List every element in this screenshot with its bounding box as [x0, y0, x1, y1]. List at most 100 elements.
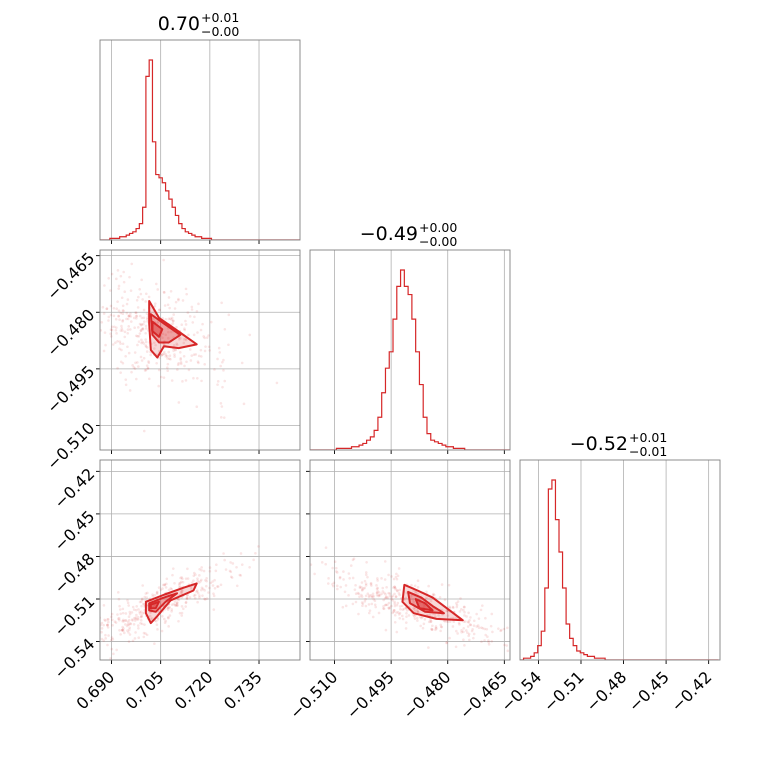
scatter-point [184, 319, 187, 323]
scatter-point [506, 649, 510, 653]
scatter-point [157, 384, 160, 388]
scatter-point [239, 552, 243, 555]
hist-panel-0 [99, 39, 301, 244]
scatter-point [372, 595, 376, 598]
scatter-point [170, 316, 174, 320]
scatter-point [416, 610, 420, 614]
scatter-point [110, 325, 114, 329]
scatter-point [144, 300, 148, 303]
y-tick-label-p2-0: −0.54 [50, 634, 98, 682]
scatter-point [130, 611, 134, 614]
scatter-point [95, 308, 98, 311]
scatter-point [186, 567, 189, 571]
scatter-point [351, 602, 355, 606]
scatter-point [395, 603, 399, 607]
scatter-point [217, 346, 221, 350]
scatter-point [185, 360, 188, 364]
scatter-point [197, 354, 201, 358]
scatter-point [46, 380, 49, 383]
scatter-point [275, 381, 279, 385]
scatter-point [176, 363, 180, 367]
scatter-point [371, 615, 375, 619]
scatter-point [157, 356, 161, 360]
title-minus-1: −0.00 [419, 234, 457, 249]
scatter-point [136, 624, 140, 627]
scatter-point [127, 325, 131, 328]
scatter-point [114, 341, 117, 344]
scatter-point [114, 621, 118, 624]
scatter-panel-1-0 [46, 249, 301, 454]
scatter-point [429, 618, 432, 622]
scatter-point [152, 604, 156, 608]
scatter-point [184, 600, 188, 604]
scatter-point [223, 327, 227, 331]
scatter-point [172, 602, 176, 606]
scatter-point [429, 620, 433, 623]
scatter-point [126, 331, 130, 335]
scatter-point [106, 618, 109, 621]
scatter-point [128, 612, 132, 616]
scatter-point [91, 293, 94, 296]
scatter-point [126, 345, 129, 349]
scatter-point [224, 568, 228, 571]
scatter-point [377, 594, 380, 598]
scatter-point [154, 343, 157, 347]
scatter-point [71, 638, 74, 641]
scatter-point [499, 629, 502, 633]
scatter-point [320, 561, 324, 564]
scatter-point [123, 335, 127, 339]
scatter-point [487, 643, 491, 646]
scatter-point [154, 619, 158, 623]
scatter-point [174, 300, 178, 304]
scatter-point [91, 657, 94, 660]
scatter-point [167, 336, 170, 340]
scatter-point [137, 365, 140, 368]
scatter-point [196, 331, 199, 334]
scatter-point [452, 616, 455, 620]
scatter-point [375, 591, 379, 595]
scatter-point [94, 617, 97, 620]
scatter-point [190, 354, 194, 357]
scatter-point [506, 626, 509, 630]
scatter-point [144, 368, 148, 372]
scatter-point [459, 608, 463, 611]
scatter-point [58, 655, 61, 658]
scatter-point [221, 385, 224, 389]
scatter-frame-1 [99, 459, 301, 661]
scatter-point [397, 592, 401, 595]
scatter-point [123, 290, 127, 293]
scatter-point [109, 304, 113, 308]
scatter-point [89, 630, 92, 633]
scatter-point [221, 360, 224, 364]
scatter-point [374, 605, 378, 609]
scatter-point [200, 379, 203, 383]
scatter-point [353, 588, 357, 591]
scatter-point [415, 608, 419, 612]
hist-line-1 [310, 269, 510, 450]
scatter-point [192, 594, 196, 597]
scatter-point [363, 579, 367, 583]
scatter-point [393, 586, 397, 590]
scatter-point [146, 591, 149, 595]
scatter-point [235, 584, 239, 588]
scatter-point [170, 330, 173, 334]
scatter-point [383, 596, 387, 600]
scatter-point [181, 589, 184, 592]
scatter-point [107, 634, 110, 637]
scatter-point [129, 315, 133, 318]
scatter-point [373, 603, 377, 607]
scatter-point [129, 622, 133, 626]
scatter-point [200, 566, 203, 569]
scatter-panel-2-0 [58, 459, 301, 664]
scatter-point [223, 558, 226, 562]
scatter-point [200, 578, 203, 582]
scatter-point [142, 635, 146, 639]
scatter-point [125, 317, 128, 321]
scatter-point [356, 591, 360, 595]
scatter-point [157, 586, 161, 589]
scatter-point [172, 344, 176, 347]
scatter-point [167, 606, 170, 610]
scatter-point [124, 623, 127, 626]
scatter-point [385, 585, 388, 589]
scatter-point [164, 317, 168, 321]
